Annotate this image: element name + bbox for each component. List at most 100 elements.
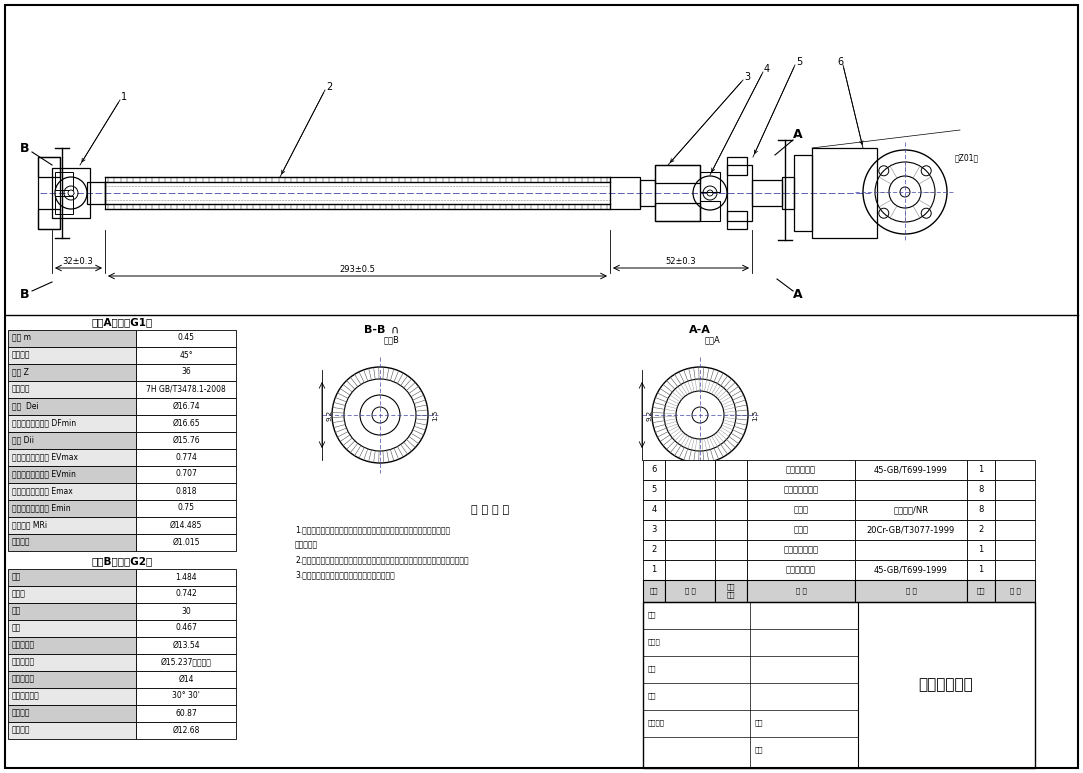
Text: 0.45: 0.45 [178,333,195,342]
Text: Ø15.76: Ø15.76 [172,435,199,444]
Text: Ø13.54: Ø13.54 [172,641,199,649]
Bar [747,500,854,520]
Text: 0.467: 0.467 [175,624,197,632]
Bar [8,432,136,449]
Bar [8,364,136,381]
Text: 0.818: 0.818 [175,486,197,495]
Text: Ø16.74: Ø16.74 [172,401,199,410]
Bar [136,603,236,620]
Bar [655,165,700,183]
Text: 代 号: 代 号 [684,587,695,594]
Bar [136,654,236,671]
Text: 1.零件表面距最多摩擦磨损情缘平滑，不得有毛刺、飞边、氧化皮、钢铁、: 1.零件表面距最多摩擦磨损情缘平滑，不得有毛刺、飞边、氧化皮、钢铁、 [295,525,451,534]
Text: 2: 2 [651,546,656,554]
Text: B: B [21,141,29,155]
Text: 齿槽宽: 齿槽宽 [12,590,26,598]
Text: 标准化: 标准化 [648,638,661,645]
Bar [8,671,136,688]
Text: 花键A参数（G1）: 花键A参数（G1） [91,317,153,327]
Bar [665,480,715,500]
Bar [136,517,236,534]
Bar [854,560,967,580]
Text: 45-GB/T699-1999: 45-GB/T699-1999 [874,566,948,574]
Bar [665,500,715,520]
Bar [967,540,995,560]
Bar [136,483,236,500]
Text: 大径  Dei: 大径 Dei [12,401,39,410]
Text: 压力角限: 压力角限 [12,350,30,359]
Bar [8,483,136,500]
Text: 1.484: 1.484 [175,573,197,581]
Text: 1: 1 [121,92,127,102]
Text: 备 注: 备 注 [1009,587,1020,594]
Bar [643,480,665,500]
Text: 1: 1 [978,546,983,554]
Bar [643,580,665,602]
Bar [995,480,1035,500]
Bar [8,603,136,620]
Bar [655,165,700,221]
Bar [8,705,136,722]
Text: 〈Z01〉: 〈Z01〉 [955,154,979,162]
Bar [136,449,236,466]
Bar [136,500,236,517]
Text: Ø14: Ø14 [179,675,194,683]
Text: B-B: B-B [364,325,386,335]
Text: 重量: 重量 [755,720,764,727]
Text: 管卡箍: 管卡箍 [794,506,809,515]
Bar [854,580,967,602]
Bar [55,172,73,190]
Bar [643,500,665,520]
Text: Ø12.68: Ø12.68 [172,726,199,734]
Text: A-A: A-A [689,325,710,335]
Text: 万向节从动叉: 万向节从动叉 [786,566,815,574]
Bar [665,560,715,580]
Text: 20Cr-GB/T3077-1999: 20Cr-GB/T3077-1999 [866,526,955,534]
Bar [38,157,60,177]
Bar [136,347,236,364]
Text: B: B [21,288,29,301]
Bar [854,460,967,480]
Bar [665,520,715,540]
Circle shape [68,190,74,196]
Bar [967,580,995,602]
Bar [8,688,136,705]
Text: 小径 Dii: 小径 Dii [12,435,34,444]
Bar [8,722,136,739]
Text: 量棒直径: 量棒直径 [12,709,30,717]
Bar [812,148,877,238]
Bar [8,381,136,398]
Text: 6: 6 [837,57,843,67]
Bar [747,520,854,540]
Text: 36: 36 [181,367,191,376]
Text: 6: 6 [651,465,656,475]
Text: 52±0.3: 52±0.3 [666,257,696,267]
Text: 2: 2 [326,82,332,92]
Text: 转向器滑移总成: 转向器滑移总成 [783,546,819,554]
Text: 0.75: 0.75 [178,503,195,512]
Bar [967,520,995,540]
Text: Ø1.015: Ø1.015 [172,537,199,547]
Bar [136,586,236,603]
Text: 1:5: 1:5 [752,410,758,421]
Text: 0.774: 0.774 [175,452,197,461]
Bar [52,168,90,218]
Text: 齿根圆直径: 齿根圆直径 [12,658,35,666]
Text: 量棒间距: 量棒间距 [12,726,30,734]
Text: 3: 3 [651,526,656,534]
Text: 分度圆压力角: 分度圆压力角 [12,692,40,700]
Bar [715,480,747,500]
Bar [136,688,236,705]
Text: 分度圆直径: 分度圆直径 [12,675,35,683]
Bar [8,449,136,466]
Bar [752,180,782,206]
Bar [665,540,715,560]
Text: 作用齿槽宽最大值 EVmax: 作用齿槽宽最大值 EVmax [12,452,78,461]
Circle shape [707,190,713,196]
Text: 实际齿槽宽最大值 Emax: 实际齿槽宽最大值 Emax [12,486,73,495]
Text: 2.装配前进行零、部件的主要配合尺寸，特别是过渡配合尺寸及最大频度进行复查。: 2.装配前进行零、部件的主要配合尺寸，特别是过渡配合尺寸及最大频度进行复查。 [295,555,469,564]
Bar [136,364,236,381]
Bar [747,540,854,560]
Bar [747,560,854,580]
Text: 审核: 审核 [648,666,656,673]
